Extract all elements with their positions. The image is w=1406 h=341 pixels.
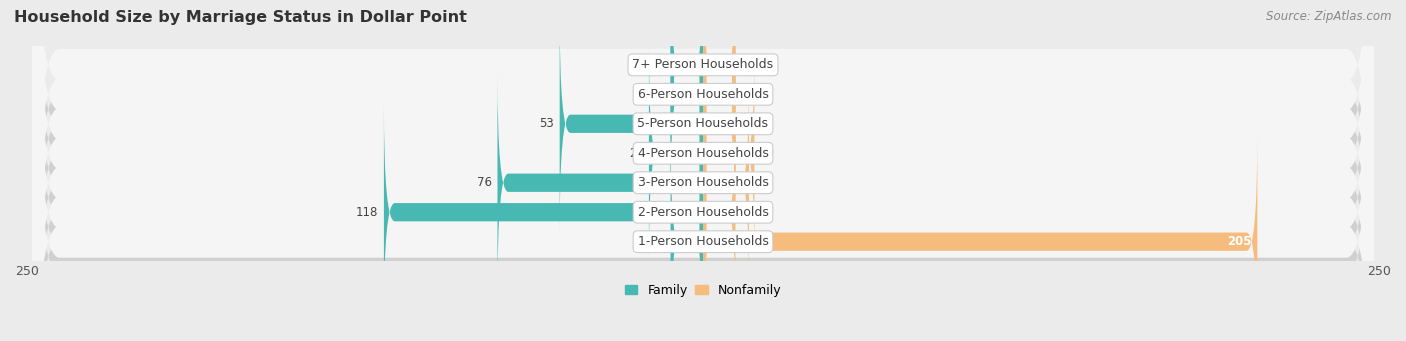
FancyBboxPatch shape <box>32 7 1374 341</box>
FancyBboxPatch shape <box>703 15 735 233</box>
Text: 7+ Person Households: 7+ Person Households <box>633 58 773 71</box>
FancyBboxPatch shape <box>703 0 735 174</box>
Text: 19: 19 <box>759 147 775 160</box>
FancyBboxPatch shape <box>671 0 703 174</box>
FancyBboxPatch shape <box>703 133 1257 341</box>
Text: 0: 0 <box>741 88 748 101</box>
Text: 0: 0 <box>741 58 748 71</box>
FancyBboxPatch shape <box>32 0 1374 341</box>
Text: 0: 0 <box>741 206 748 219</box>
Text: 17: 17 <box>755 176 769 189</box>
FancyBboxPatch shape <box>32 0 1374 341</box>
FancyBboxPatch shape <box>32 0 1374 341</box>
FancyBboxPatch shape <box>703 74 749 292</box>
FancyBboxPatch shape <box>32 0 1374 341</box>
FancyBboxPatch shape <box>703 0 735 203</box>
Text: 0: 0 <box>658 88 665 101</box>
FancyBboxPatch shape <box>671 0 703 203</box>
FancyBboxPatch shape <box>32 0 1374 341</box>
FancyBboxPatch shape <box>32 0 1374 341</box>
FancyBboxPatch shape <box>650 45 703 262</box>
Text: 53: 53 <box>540 117 554 130</box>
FancyBboxPatch shape <box>703 103 735 321</box>
Text: 6-Person Households: 6-Person Households <box>637 88 769 101</box>
Text: 118: 118 <box>356 206 378 219</box>
FancyBboxPatch shape <box>32 0 1374 341</box>
FancyBboxPatch shape <box>32 0 1374 341</box>
FancyBboxPatch shape <box>671 133 703 341</box>
Legend: Family, Nonfamily: Family, Nonfamily <box>620 279 786 302</box>
Text: 76: 76 <box>477 176 492 189</box>
FancyBboxPatch shape <box>32 0 1374 341</box>
FancyBboxPatch shape <box>32 0 1374 341</box>
Text: 4-Person Households: 4-Person Households <box>637 147 769 160</box>
Text: Source: ZipAtlas.com: Source: ZipAtlas.com <box>1267 10 1392 23</box>
Text: 3-Person Households: 3-Person Households <box>637 176 769 189</box>
FancyBboxPatch shape <box>32 0 1374 341</box>
Text: 0: 0 <box>658 58 665 71</box>
Text: 1-Person Households: 1-Person Households <box>637 235 769 248</box>
Text: 5-Person Households: 5-Person Households <box>637 117 769 130</box>
Text: 20: 20 <box>628 147 644 160</box>
Text: 2-Person Households: 2-Person Households <box>637 206 769 219</box>
FancyBboxPatch shape <box>498 74 703 292</box>
Text: 0: 0 <box>658 235 665 248</box>
FancyBboxPatch shape <box>32 0 1374 341</box>
Text: Household Size by Marriage Status in Dollar Point: Household Size by Marriage Status in Dol… <box>14 10 467 25</box>
Text: 0: 0 <box>741 117 748 130</box>
FancyBboxPatch shape <box>703 45 755 262</box>
FancyBboxPatch shape <box>384 103 703 321</box>
Text: 205: 205 <box>1227 235 1251 248</box>
FancyBboxPatch shape <box>32 0 1374 341</box>
FancyBboxPatch shape <box>560 15 703 233</box>
